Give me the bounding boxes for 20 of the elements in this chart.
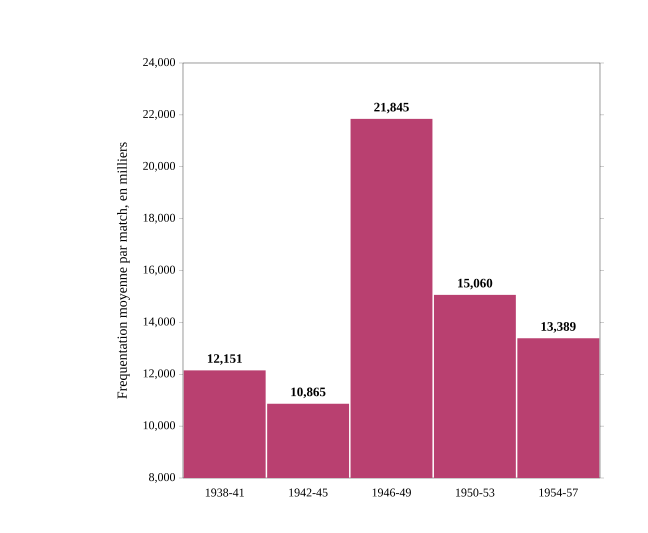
data-label: 10,865 — [291, 388, 326, 398]
y-tick-label: 20,000 — [143, 162, 176, 172]
data-label: 21,845 — [374, 102, 409, 114]
y-tick-label: 10,000 — [144, 421, 176, 432]
y-tick-label: 18,000 — [144, 214, 176, 224]
y-tick-label: 12,000 — [144, 369, 176, 380]
y-tick-label: 8,000 — [149, 473, 176, 483]
y-tick-label: 22,000 — [143, 110, 176, 120]
data-label: 12,151 — [208, 354, 242, 365]
data-label: 13,389 — [542, 322, 576, 333]
x-tick-label: 1954-57 — [539, 488, 578, 497]
data-label: 15,060 — [458, 278, 492, 290]
y-tick-label: 14,000 — [144, 317, 176, 328]
y-axis-title: Frequentation moyenne par match, en milliers — [117, 142, 130, 399]
y-tick-label: 16,000 — [144, 266, 176, 276]
x-tick-label: 1950-53 — [456, 488, 494, 497]
x-tick-label: 1946-49 — [372, 488, 411, 497]
x-tick-label: 1938-41 — [206, 488, 244, 497]
x-tick-label: 1942-45 — [289, 488, 328, 497]
y-tick-label: 24,000 — [143, 58, 176, 68]
